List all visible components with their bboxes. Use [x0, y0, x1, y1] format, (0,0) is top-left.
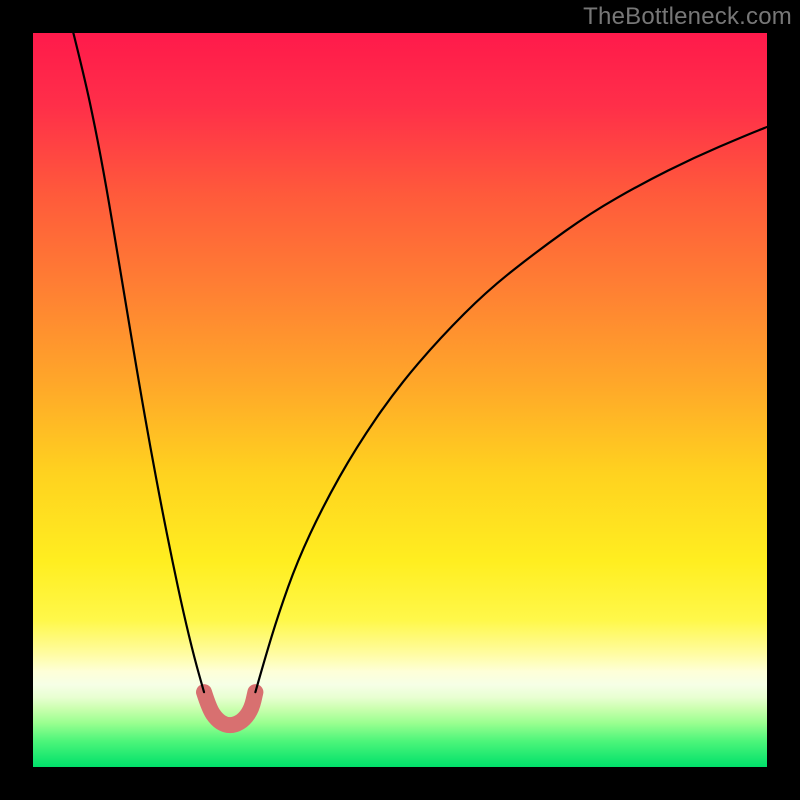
curve-layer [33, 33, 767, 767]
chart-stage: TheBottleneck.com [0, 0, 800, 800]
watermark-text: TheBottleneck.com [583, 3, 792, 31]
valley-mark [204, 692, 255, 725]
plot-area [33, 33, 767, 767]
curve-left-branch [73, 33, 204, 692]
curve-right-branch [255, 127, 767, 692]
